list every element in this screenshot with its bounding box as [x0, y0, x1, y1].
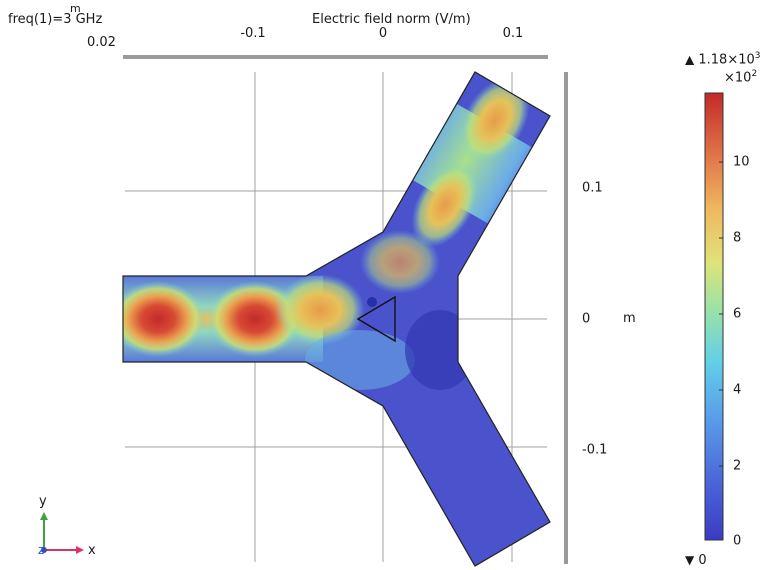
- top-frame-bar: [123, 55, 548, 59]
- triad-z-dot: [41, 547, 47, 553]
- y-unit-label: m: [623, 311, 636, 326]
- colorbar-tick-label: 6: [733, 306, 742, 322]
- max-marker-icon: ▲: [685, 52, 695, 67]
- triad-y-label: y: [39, 494, 47, 509]
- x-tick-label: 0.1: [502, 26, 524, 41]
- top-unit-label: m: [70, 2, 81, 15]
- hotspot-upper-1: [460, 77, 530, 163]
- colorbar-tick-label: 0: [733, 533, 742, 549]
- plot-title: Electric field norm (V/m): [312, 12, 471, 27]
- right-frame-bar: [564, 72, 568, 564]
- ferrite-triangle: [356, 295, 396, 343]
- hotspot-left-1: [123, 281, 206, 357]
- triad-z-label: z: [38, 543, 45, 557]
- colorbar-tick-label: 2: [733, 458, 742, 474]
- colorbar-tick-label: 10: [733, 154, 750, 170]
- colorbar-tick-label: 8: [733, 230, 742, 246]
- colorbar: [704, 92, 724, 541]
- colorbar-ticks: [719, 161, 723, 467]
- lower-teal-region: [305, 330, 415, 390]
- triad-x-label: x: [88, 543, 96, 558]
- waveguide-outline: [122, 71, 551, 567]
- field-map: [123, 72, 550, 566]
- hotspot-upper-2: [411, 162, 479, 248]
- y-tick-label: 0.1: [582, 180, 603, 196]
- hotspot-upper-3: [360, 230, 440, 294]
- triad-y-arrow: [40, 512, 48, 520]
- y-tick-label: 0: [582, 311, 591, 327]
- frequency-label: freq(1)=3 GHz: [8, 12, 103, 27]
- x-tick-label: -0.1: [240, 26, 266, 41]
- colorbar-min-value: 0: [698, 553, 707, 568]
- colorbar-min-label: ▼ 0: [685, 553, 707, 568]
- colorbar-max-value: 1.18×10: [698, 52, 755, 68]
- colorbar-scale-label: ×102: [724, 69, 757, 85]
- field-node: [367, 297, 377, 307]
- colorbar-max-label: ▲ 1.18×103: [685, 51, 761, 67]
- x-offset-label: 0.02: [87, 35, 116, 50]
- x-tick-label: 0: [378, 26, 388, 41]
- junction-warm: [275, 274, 365, 346]
- colorbar-scale-exponent: 2: [751, 69, 758, 79]
- axis-triad: [40, 512, 84, 554]
- dark-lower-right: [405, 310, 475, 390]
- y-tick-label: -0.1: [582, 442, 608, 458]
- colorbar-max-exponent: 3: [754, 51, 761, 61]
- triad-x-arrow: [76, 546, 84, 554]
- colorbar-scale-value: ×10: [724, 70, 752, 86]
- min-marker-icon: ▼: [685, 553, 695, 567]
- colorbar-tick-label: 4: [733, 382, 742, 398]
